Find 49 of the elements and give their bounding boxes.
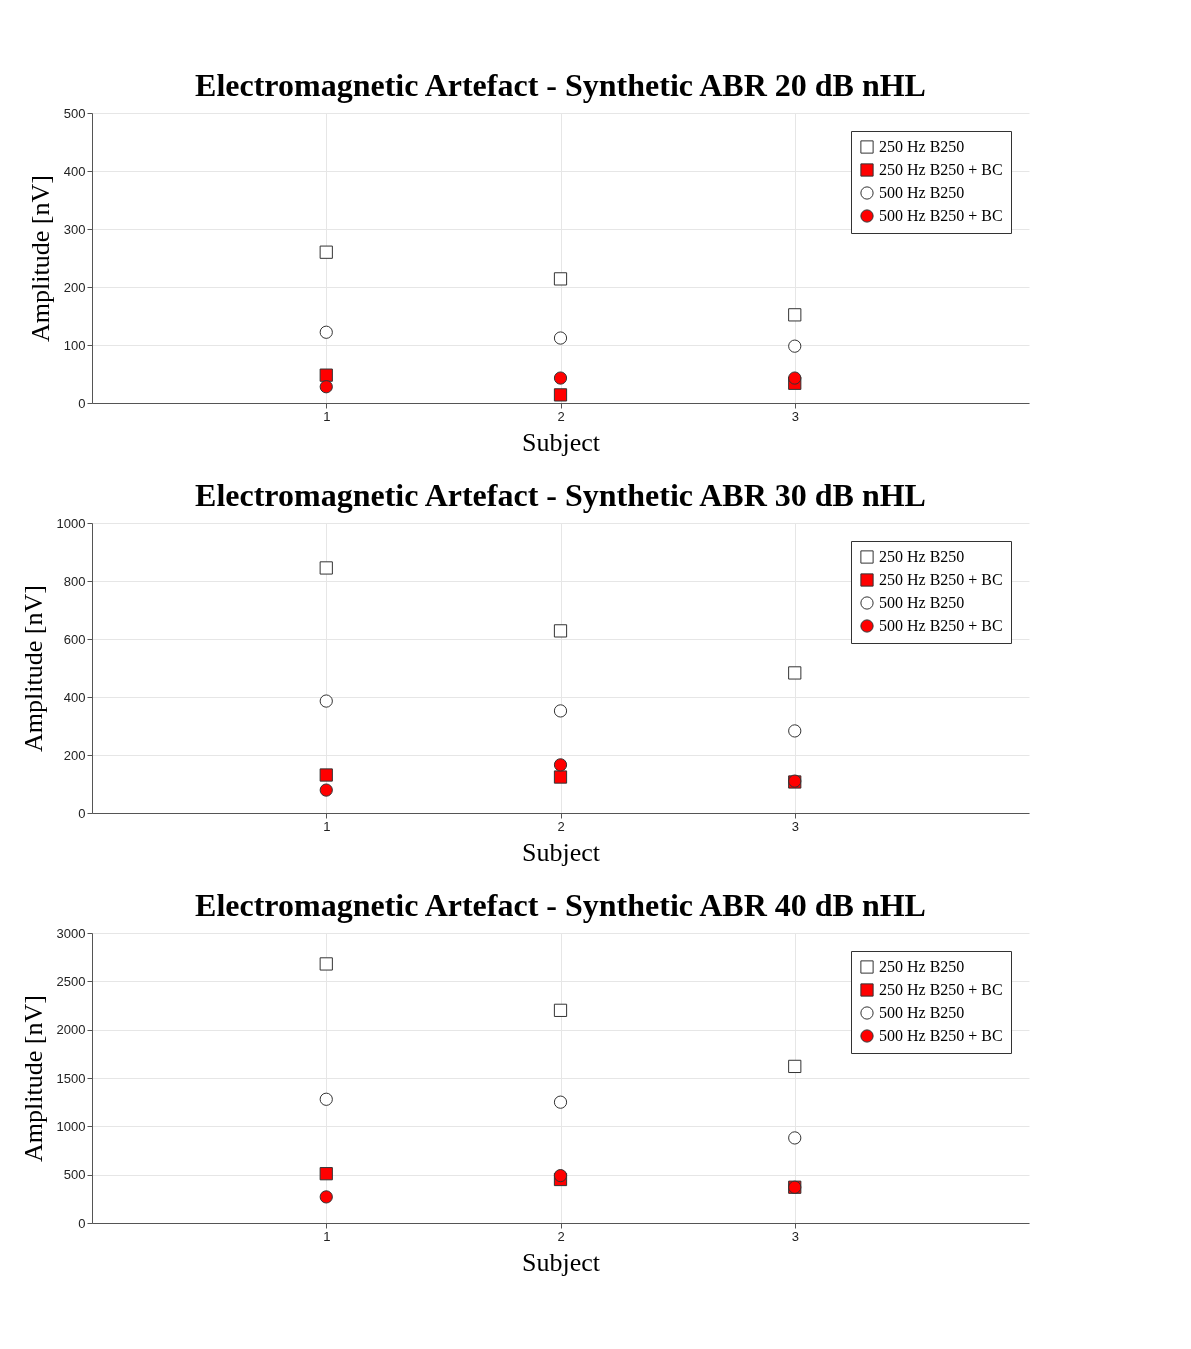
legend-label: 250 Hz B250 bbox=[879, 138, 965, 155]
y-tick-label: 0 bbox=[78, 805, 86, 821]
chart-title: Electromagnetic Artefact - Synthetic ABR 30 dB nHL bbox=[195, 477, 926, 513]
legend-label: 500 Hz B250 + BC bbox=[879, 617, 1003, 634]
x-axis-title: Subject bbox=[522, 1247, 601, 1277]
y-tick-label: 100 bbox=[63, 337, 86, 353]
x-tick-label: 3 bbox=[791, 1228, 799, 1244]
y-tick-label: 200 bbox=[63, 279, 86, 295]
legend-label: 500 Hz B250 bbox=[879, 1004, 965, 1021]
legend-label: 250 Hz B250 + BC bbox=[879, 981, 1003, 998]
y-tick-label: 200 bbox=[63, 747, 86, 763]
y-tick-label: 0 bbox=[78, 1215, 86, 1231]
x-tick-label: 2 bbox=[557, 1228, 565, 1244]
chart-title: Electromagnetic Artefact - Synthetic ABR 40 dB nHL bbox=[195, 887, 926, 923]
legend-label: 250 Hz B250 bbox=[879, 548, 965, 565]
y-tick-label: 3000 bbox=[56, 925, 86, 941]
x-tick-label: 2 bbox=[557, 818, 565, 834]
x-tick-label: 3 bbox=[791, 408, 799, 424]
legend-label: 250 Hz B250 + BC bbox=[879, 161, 1003, 178]
x-tick-label: 1 bbox=[323, 1228, 331, 1244]
y-axis-title: Amplitude [nV] bbox=[25, 175, 55, 342]
x-axis-title: Subject bbox=[522, 427, 601, 457]
y-tick-label: 2500 bbox=[56, 973, 86, 989]
y-axis-title: Amplitude [nV] bbox=[18, 995, 48, 1162]
legend-label: 500 Hz B250 + BC bbox=[879, 1027, 1003, 1044]
x-tick-label: 2 bbox=[557, 408, 565, 424]
legend-label: 250 Hz B250 bbox=[879, 958, 965, 975]
legend-label: 250 Hz B250 + BC bbox=[879, 571, 1003, 588]
x-tick-label: 1 bbox=[323, 408, 331, 424]
y-tick-label: 0 bbox=[78, 395, 86, 411]
y-tick-label: 1000 bbox=[56, 1118, 86, 1134]
x-tick-label: 3 bbox=[791, 818, 799, 834]
y-tick-label: 600 bbox=[63, 631, 86, 647]
y-tick-label: 1500 bbox=[56, 1070, 86, 1086]
y-tick-label: 400 bbox=[63, 163, 86, 179]
x-axis-title: Subject bbox=[522, 837, 601, 867]
y-axis-title: Amplitude [nV] bbox=[18, 585, 48, 752]
chart-title: Electromagnetic Artefact - Synthetic ABR 20 dB nHL bbox=[195, 67, 926, 103]
legend-label: 500 Hz B250 bbox=[879, 594, 965, 611]
y-tick-label: 800 bbox=[63, 573, 86, 589]
y-tick-label: 400 bbox=[63, 689, 86, 705]
legend-label: 500 Hz B250 + BC bbox=[879, 207, 1003, 224]
y-tick-label: 2000 bbox=[56, 1022, 86, 1038]
y-tick-label: 1000 bbox=[56, 515, 86, 531]
y-tick-label: 300 bbox=[63, 221, 86, 237]
legend-label: 500 Hz B250 bbox=[879, 184, 965, 201]
y-tick-label: 500 bbox=[63, 105, 86, 121]
y-tick-label: 500 bbox=[63, 1167, 86, 1183]
x-tick-label: 1 bbox=[323, 818, 331, 834]
